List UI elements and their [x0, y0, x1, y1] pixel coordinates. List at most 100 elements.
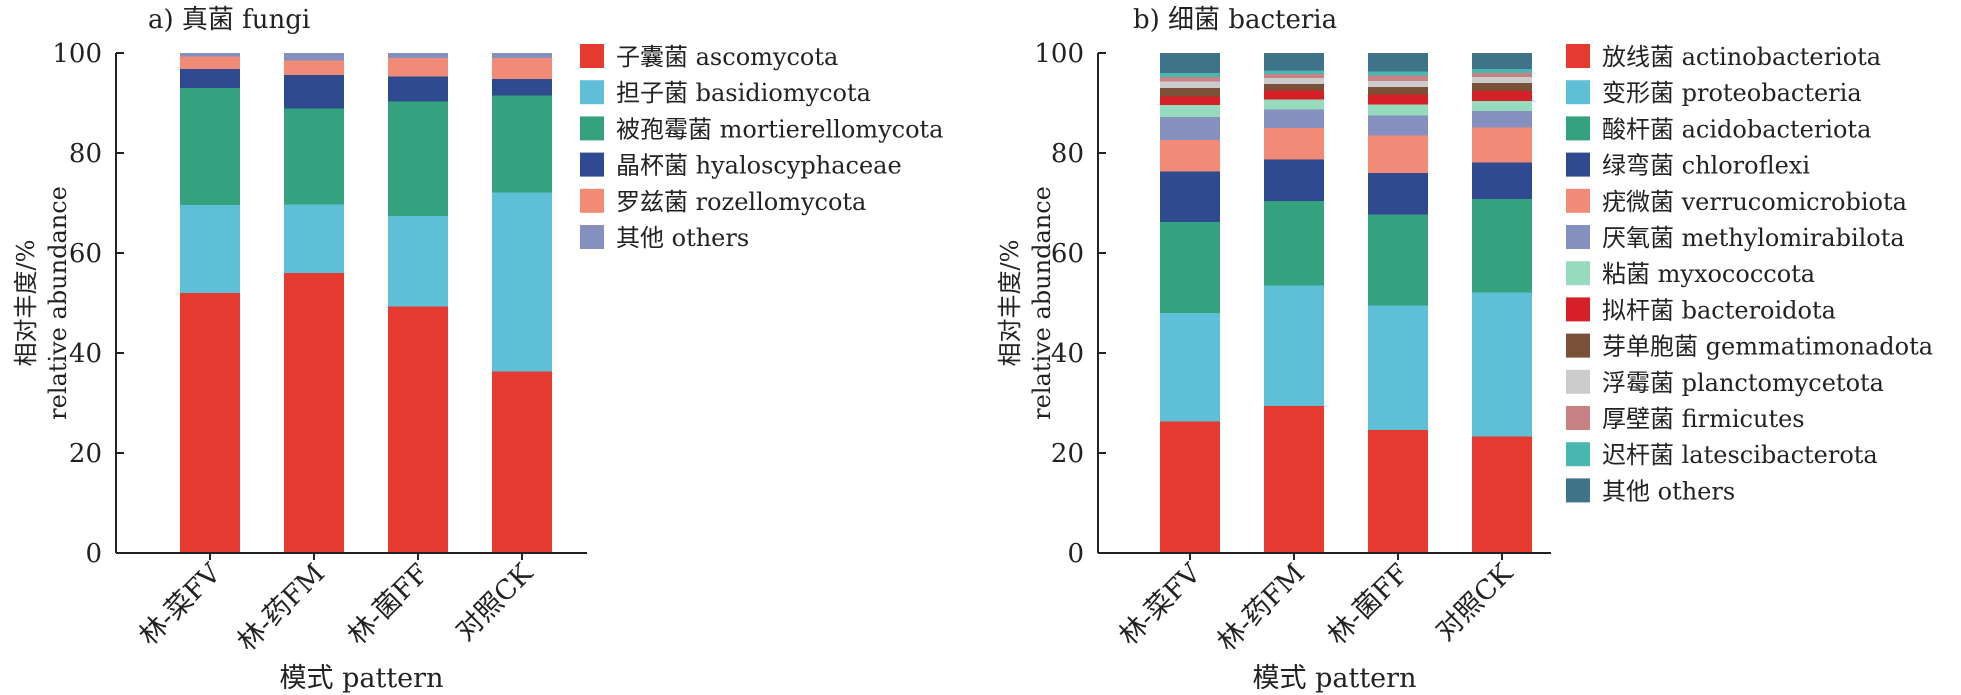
bar-segment	[1264, 74, 1324, 78]
y-axis-label: 相对丰度/%	[12, 240, 40, 367]
bar-segment	[1160, 222, 1220, 313]
y-axis-label-en: relative abundance	[1028, 186, 1056, 420]
bar-segment	[1160, 313, 1220, 422]
bar-segment	[1472, 436, 1532, 553]
bar-segment	[1472, 292, 1532, 437]
bar-segment	[1160, 421, 1220, 553]
x-tick-label: 林-药FM	[1212, 558, 1311, 657]
legend-swatch	[580, 188, 604, 213]
bar-segment	[1472, 83, 1532, 91]
legend: 放线菌 actinobacteriota 变形菌 proteobacteria 酸杆…	[1566, 43, 1933, 505]
legend-swatch	[580, 225, 604, 249]
bar-segment	[1160, 171, 1220, 222]
bar-segment	[1472, 73, 1532, 77]
legend-swatch	[1566, 152, 1590, 177]
y-tick-label: 20	[69, 439, 102, 469]
bar-segment	[1368, 104, 1428, 116]
x-tick-label: 林-菜FV	[1113, 558, 1207, 652]
legend-swatch	[1566, 478, 1590, 503]
legend-label: 疣微菌 verrucomicrobiota	[1602, 188, 1907, 216]
x-tick-label: 林-菌FF	[1322, 558, 1415, 651]
bar-segment	[1368, 214, 1428, 306]
legend-label: 粘菌 myxococcota	[1602, 260, 1815, 288]
panel-bacteria: b) 细菌 bacteria 相对丰度/% relative abundance 林-…	[996, 5, 1933, 694]
y-tick-label: 60	[1051, 239, 1084, 269]
y-tick-label: 100	[1034, 39, 1084, 69]
chart-title: a) 真菌 fungi	[148, 5, 310, 35]
bar-segment	[1368, 115, 1428, 136]
bar-segment	[1264, 128, 1324, 160]
legend-swatch	[1566, 442, 1590, 467]
bar-segment	[388, 101, 448, 216]
legend-label: 芽单胞菌 gemmatimonadota	[1602, 333, 1933, 361]
bar-segment	[1264, 109, 1324, 128]
bar-segment	[388, 306, 448, 553]
legend-label: 绿弯菌 chloroflexi	[1602, 152, 1810, 180]
legend-label: 罗兹菌 rozellomycota	[616, 188, 866, 216]
bar-segment	[492, 95, 552, 193]
bar-segment	[1160, 117, 1220, 140]
bar-segment	[1264, 53, 1324, 71]
y-tick-label: 100	[52, 39, 102, 69]
legend-swatch	[580, 116, 604, 141]
bar-segment	[180, 88, 240, 205]
bar-segment	[1160, 96, 1220, 105]
bar-segment	[1264, 90, 1324, 100]
legend-swatch	[1566, 406, 1590, 430]
legend-swatch	[1566, 44, 1590, 68]
legend-swatch	[580, 152, 604, 177]
bar-segment	[1368, 305, 1428, 430]
legend-swatch	[1566, 80, 1590, 105]
legend-swatch	[1566, 116, 1590, 141]
bar-segment	[1472, 91, 1532, 101]
bar-segment	[180, 293, 240, 553]
legend-label: 浮霉菌 planctomycetota	[1602, 369, 1884, 397]
bar-segment	[388, 216, 448, 307]
bar-segment	[1264, 70, 1324, 74]
bar-segment	[492, 58, 552, 79]
bar-segment	[284, 60, 344, 75]
y-tick-label: 60	[69, 239, 102, 269]
bar-segment	[388, 58, 448, 77]
y-tick-label: 0	[1067, 539, 1084, 569]
legend-label: 厚壁菌 firmicutes	[1602, 405, 1805, 433]
bar-segment	[180, 56, 240, 69]
bar-segment	[1472, 69, 1532, 73]
chart-title: b) 细菌 bacteria	[1133, 5, 1337, 35]
bar-segment	[492, 371, 552, 553]
legend-swatch	[1566, 225, 1590, 249]
legend: 子囊菌 ascomycota 担子菌 basidiomycota 被孢霉菌 mort…	[580, 43, 943, 252]
x-axis-label: 模式 pattern	[280, 663, 444, 694]
legend-swatch	[1566, 297, 1590, 322]
bar-segment	[1160, 81, 1220, 88]
bar-segment	[180, 69, 240, 88]
bar-segment	[1160, 105, 1220, 117]
legend-label: 厌氧菌 methylomirabilota	[1602, 224, 1905, 252]
legend-label: 担子菌 basidiomycota	[616, 79, 871, 107]
bar-segment	[1368, 135, 1428, 173]
bar-segment	[1368, 173, 1428, 215]
bar-segment	[1264, 201, 1324, 286]
x-tick-label: 林-菌FF	[342, 558, 435, 651]
bar-segment	[1160, 77, 1220, 82]
bar-segment	[492, 53, 552, 58]
bar-segment	[284, 273, 344, 553]
bar-segment	[1472, 101, 1532, 111]
bar-segment	[284, 204, 344, 273]
bar-segment	[1160, 88, 1220, 97]
y-tick-label: 80	[1051, 139, 1084, 169]
legend-label: 酸杆菌 acidobacteriota	[1602, 115, 1871, 143]
y-tick-label: 40	[1051, 339, 1084, 369]
bar-segment	[1472, 77, 1532, 83]
legend-swatch	[1566, 369, 1590, 394]
bar-segment	[1264, 78, 1324, 84]
bar-segment	[1368, 430, 1428, 553]
bar-segment	[1368, 71, 1428, 76]
y-tick-label: 40	[69, 339, 102, 369]
bar-segment	[1368, 53, 1428, 72]
legend-label: 被孢霉菌 mortierellomycota	[616, 115, 943, 143]
legend-label: 子囊菌 ascomycota	[616, 43, 838, 71]
legend-swatch	[1566, 261, 1590, 286]
bar-segment	[1472, 111, 1532, 128]
legend-label: 晶杯菌 hyaloscyphaceae	[616, 152, 902, 180]
